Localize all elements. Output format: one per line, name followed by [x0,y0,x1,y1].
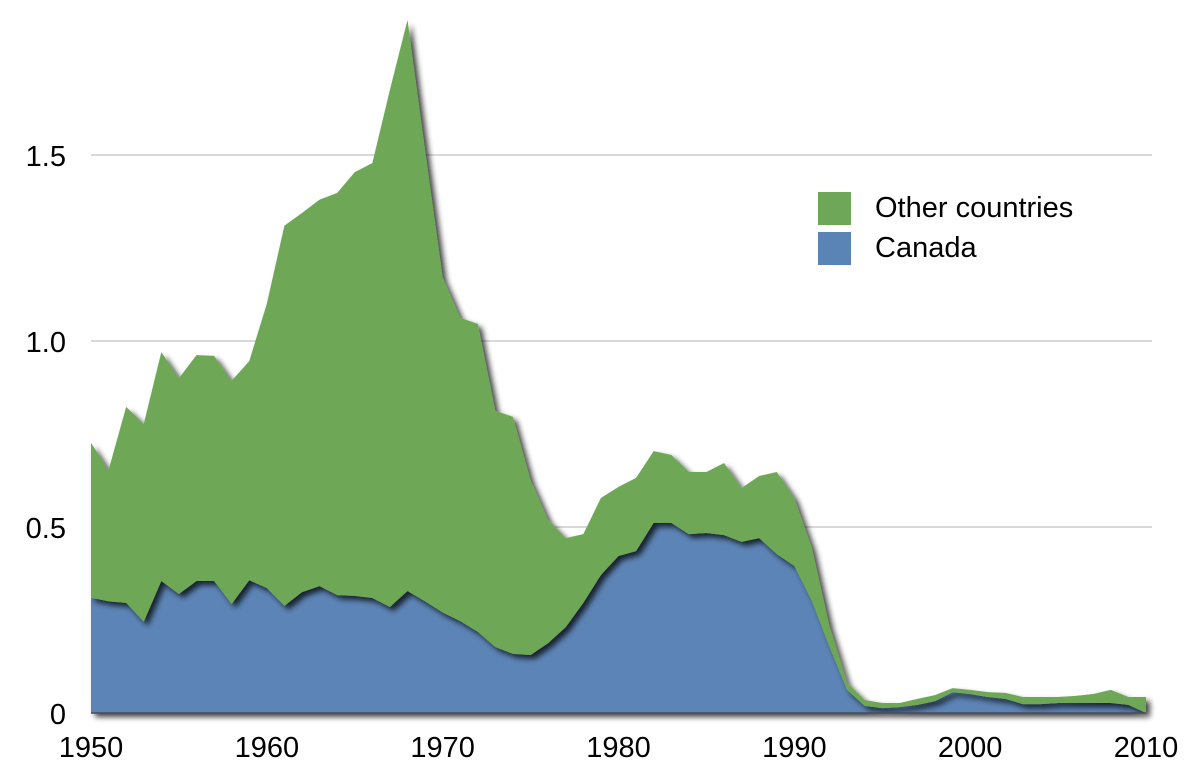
y-tick-label: 0 [50,699,66,731]
x-tick-label: 2010 [1114,732,1179,764]
x-tick-label: 1950 [59,732,124,764]
area-canada [91,522,1146,713]
legend-item-other-countries: Other countries [818,188,1073,228]
x-tick-label: 1980 [586,732,651,764]
area-other-countries [91,19,1146,714]
x-tick-label: 1960 [235,732,300,764]
x-tick-label: 2000 [938,732,1003,764]
x-tick-label: 1970 [410,732,475,764]
x-tick-label: 1990 [762,732,827,764]
legend-swatch-other-countries [818,191,851,225]
plot-areas [91,19,1146,714]
y-tick-label: 1.0 [26,327,66,359]
legend-item-canada: Canada [818,228,1073,268]
legend-swatch-canada [818,231,851,265]
y-tick-label: 1.5 [26,141,66,173]
y-axis-tick-labels: 0 0.5 1.0 1.5 [26,141,66,731]
y-tick-label: 0.5 [26,513,66,545]
legend-label-other-countries: Other countries [875,192,1074,224]
x-axis-tick-labels: 1950 1960 1970 1980 1990 2000 2010 [59,732,1179,764]
legend: Other countries Canada [818,188,1073,268]
legend-label-canada: Canada [875,232,977,264]
